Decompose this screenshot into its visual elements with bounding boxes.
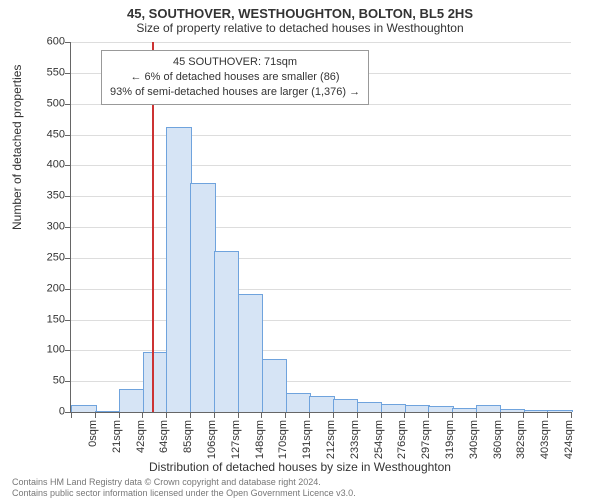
histogram-bar [405,405,430,412]
footer-attribution: Contains HM Land Registry data © Crown c… [12,477,356,498]
histogram-bar [286,393,311,413]
y-tick [65,165,71,166]
x-tick [309,412,310,418]
x-tick [571,412,572,418]
histogram-bar [95,411,120,412]
histogram-bar [428,406,453,412]
y-tick-label: 550 [25,67,65,78]
x-tick [357,412,358,418]
histogram-bar [262,359,287,412]
gridline [71,320,571,321]
x-tick [71,412,72,418]
chart-container: 45, SOUTHOVER, WESTHOUGHTON, BOLTON, BL5… [0,0,600,500]
x-tick [285,412,286,418]
y-tick-label: 600 [25,37,65,48]
chart-title-sub: Size of property relative to detached ho… [0,21,600,37]
gridline [71,196,571,197]
y-tick [65,104,71,105]
x-tick [333,412,334,418]
y-tick [65,135,71,136]
x-tick [523,412,524,418]
footer-line: Contains public sector information licen… [12,488,356,498]
histogram-bar [500,409,525,412]
histogram-bar [381,404,406,412]
footer-line: Contains HM Land Registry data © Crown c… [12,477,356,487]
chart-title-main: 45, SOUTHOVER, WESTHOUGHTON, BOLTON, BL5… [0,0,600,21]
x-tick [452,412,453,418]
histogram-bar [476,405,501,412]
y-tick-label: 300 [25,222,65,233]
x-tick [214,412,215,418]
x-tick [190,412,191,418]
x-tick [500,412,501,418]
histogram-bar [71,405,96,412]
y-tick-label: 50 [25,376,65,387]
x-tick [381,412,382,418]
annotation-line: ← 6% of detached houses are smaller (86) [110,70,360,85]
y-tick-label: 0 [25,407,65,418]
gridline [71,135,571,136]
y-tick-label: 400 [25,160,65,171]
histogram-bar [238,294,263,412]
y-tick [65,320,71,321]
y-tick [65,42,71,43]
y-tick [65,73,71,74]
histogram-bar [333,399,358,412]
y-axis-title: Number of detached properties [10,65,24,230]
histogram-bar [190,183,215,412]
histogram-bar [309,396,334,412]
annotation-line: 93% of semi-detached houses are larger (… [110,85,360,100]
gridline [71,165,571,166]
y-tick [65,381,71,382]
histogram-bar [119,389,144,412]
y-tick [65,289,71,290]
y-tick [65,258,71,259]
histogram-bar [143,352,168,412]
y-tick-label: 100 [25,345,65,356]
y-tick-label: 450 [25,129,65,140]
gridline [71,227,571,228]
y-tick [65,196,71,197]
x-tick [95,412,96,418]
gridline [71,42,571,43]
y-tick-label: 500 [25,98,65,109]
x-tick [547,412,548,418]
x-tick [404,412,405,418]
annotation-line: 45 SOUTHOVER: 71sqm [110,55,360,70]
x-tick [166,412,167,418]
y-tick-label: 200 [25,283,65,294]
gridline [71,258,571,259]
y-tick-label: 350 [25,191,65,202]
y-tick-label: 250 [25,252,65,263]
histogram-bar [452,408,477,412]
y-tick [65,227,71,228]
histogram-bar [214,251,239,412]
histogram-bar [166,127,191,412]
annotation-box: 45 SOUTHOVER: 71sqm ← 6% of detached hou… [101,50,369,105]
x-tick [142,412,143,418]
gridline [71,350,571,351]
y-tick-label: 150 [25,314,65,325]
x-tick [238,412,239,418]
gridline [71,289,571,290]
histogram-bar [547,410,572,412]
histogram-bar [357,402,382,412]
x-tick [476,412,477,418]
x-tick [119,412,120,418]
x-tick [261,412,262,418]
x-tick [428,412,429,418]
x-axis-title: Distribution of detached houses by size … [0,460,600,474]
histogram-bar [524,410,549,412]
y-tick [65,350,71,351]
plot-area: 0501001502002503003504004505005506000sqm… [70,42,571,413]
